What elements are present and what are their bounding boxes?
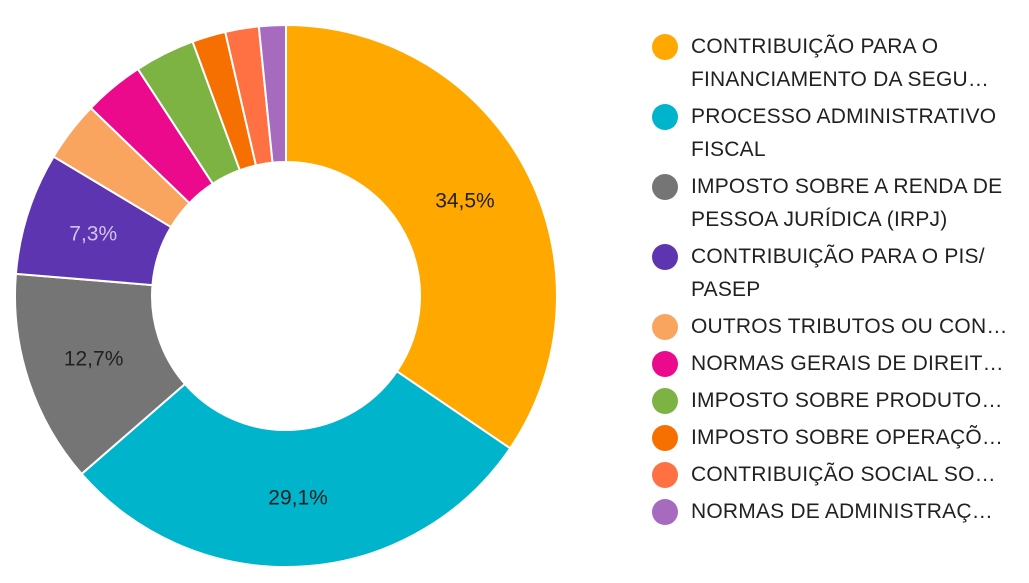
legend-label-6: NORMAS GERAIS DE DIREIT… <box>691 352 1004 375</box>
legend-label-9: CONTRIBUIÇÃO SOCIAL SO… <box>691 463 996 486</box>
legend-item-4[interactable]: CONTRIBUIÇÃO PARA O PIS/ PASEP <box>652 240 1022 306</box>
legend-swatch-4 <box>652 244 678 270</box>
donut-slice-2[interactable] <box>80 369 512 568</box>
legend-item-7[interactable]: IMPOSTO SOBRE PRODUTO… <box>652 384 1022 417</box>
legend-item-9[interactable]: CONTRIBUIÇÃO SOCIAL SO… <box>652 458 1022 491</box>
legend-swatch-2 <box>652 104 678 130</box>
legend-swatch-1 <box>652 34 678 60</box>
legend-item-2[interactable]: PROCESSO ADMINISTRATIVO FISCAL <box>652 100 1022 166</box>
legend-swatch-9 <box>652 462 678 488</box>
legend: CONTRIBUIÇÃO PARA O FINANCIAMENTO DA SEG… <box>652 30 1022 532</box>
donut-slice-1[interactable] <box>285 23 558 450</box>
legend-item-8[interactable]: IMPOSTO SOBRE OPERAÇÕ… <box>652 421 1022 454</box>
legend-swatch-6 <box>652 351 678 377</box>
legend-item-1[interactable]: CONTRIBUIÇÃO PARA O FINANCIAMENTO DA SEG… <box>652 30 1022 96</box>
slice-data-label-2: 29,1% <box>268 487 328 510</box>
legend-swatch-7 <box>652 388 678 414</box>
legend-label-4: CONTRIBUIÇÃO PARA O PIS/ PASEP <box>691 245 985 301</box>
legend-item-6[interactable]: NORMAS GERAIS DE DIREIT… <box>652 347 1022 380</box>
legend-swatch-10 <box>652 499 678 525</box>
legend-item-3[interactable]: IMPOSTO SOBRE A RENDA DE PESSOA JURÍDICA… <box>652 170 1022 236</box>
legend-label-7: IMPOSTO SOBRE PRODUTO… <box>691 389 1003 412</box>
legend-label-2: PROCESSO ADMINISTRATIVO FISCAL <box>691 105 997 161</box>
legend-item-5[interactable]: OUTROS TRIBUTOS OU CON… <box>652 310 1022 343</box>
legend-label-3: IMPOSTO SOBRE A RENDA DE PESSOA JURÍDICA… <box>691 175 1003 231</box>
legend-swatch-5 <box>652 314 678 340</box>
legend-label-8: IMPOSTO SOBRE OPERAÇÕ… <box>691 426 1004 449</box>
legend-swatch-3 <box>652 174 678 200</box>
legend-swatch-8 <box>652 425 678 451</box>
legend-label-10: NORMAS DE ADMINISTRAÇ… <box>691 500 993 523</box>
donut-svg: 34,5% 29,1% 12,7% 7,3% <box>14 23 558 568</box>
legend-label-5: OUTROS TRIBUTOS OU CON… <box>691 315 1008 338</box>
legend-label-1: CONTRIBUIÇÃO PARA O FINANCIAMENTO DA SEG… <box>691 35 990 91</box>
donut-slice-10[interactable] <box>257 23 287 164</box>
slice-data-label-3: 12,7% <box>64 348 124 371</box>
legend-item-10[interactable]: NORMAS DE ADMINISTRAÇ… <box>652 495 1022 528</box>
slice-data-label-4: 7,3% <box>69 223 117 246</box>
slice-data-label-1: 34,5% <box>435 190 495 213</box>
